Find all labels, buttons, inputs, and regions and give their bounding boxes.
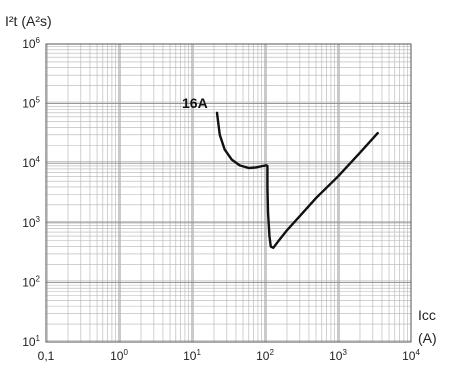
chart-grid: [45, 44, 411, 343]
x-axis-title-line2: (A): [418, 330, 437, 346]
series-layer: [215, 111, 379, 250]
tick-labels: 0,1 100 101 102 103 104 101 102 103 104 105 106: [22, 36, 420, 363]
x-tick-label: 0,1: [38, 349, 55, 363]
x-tick-label: 102: [256, 348, 274, 363]
y-tick-label: 104: [22, 155, 40, 170]
x-axis-title-line1: Icc: [418, 307, 436, 323]
plot-frame: [45, 43, 412, 343]
y-axis-title: I²t (A²s): [5, 13, 52, 29]
y-tick-label: 106: [22, 36, 40, 51]
x-tick-label: 103: [329, 348, 347, 363]
y-tick-label: 101: [22, 334, 40, 349]
y-tick-label: 102: [22, 274, 40, 289]
series-line-16a: [215, 111, 379, 250]
plot-border: [45, 43, 412, 343]
x-tick-label: 100: [110, 348, 128, 363]
y-tick-label: 105: [22, 96, 40, 111]
series-label-16a: 16A: [182, 95, 208, 111]
y-tick-label: 103: [22, 215, 40, 230]
x-tick-label: 104: [402, 348, 420, 363]
x-tick-label: 101: [183, 348, 201, 363]
